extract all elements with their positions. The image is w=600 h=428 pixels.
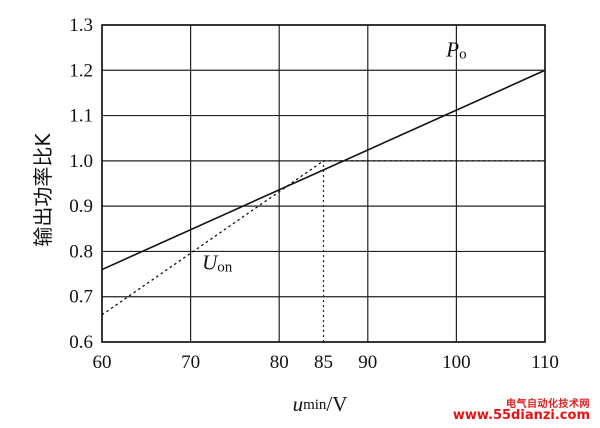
y-tick-labels: 0.6 0.7 0.8 0.9 1.0 1.1 1.2 1.3 [69,15,93,353]
series-label-main: U [202,251,219,275]
x-tick-label: 70 [181,352,200,373]
x-axis-label: umin/V [293,392,348,416]
watermark-url: www.55dianzi.com [452,408,590,423]
series-line-uon [101,160,545,316]
x-axis-label-main: u [293,392,304,416]
watermark-site-name: 电气自动化技术网 [506,399,590,410]
x-axis-label-unit: /V [326,392,347,416]
series-lines: Po Uon [101,38,546,316]
x-tick-label: 90 [358,352,377,373]
y-tick-label: 0.9 [69,196,93,217]
y-tick-label: 0.8 [69,241,93,262]
x-tick-label: 80 [270,352,289,373]
series-label-po: Po [445,38,466,63]
x-tick-labels: 60 70 80 85 90 100 110 [93,352,559,373]
series-label-main: P [445,38,459,62]
plot-frame [101,24,546,343]
series-label-sub: o [459,47,467,63]
x-axis-label-sub: min [303,397,327,413]
y-tick-label: 1.0 [69,151,93,172]
series-label-uon: Uon [202,251,233,276]
x-tick-label: 60 [93,352,112,373]
y-tick-label: 1.2 [69,60,93,81]
x-tick-label: 85 [314,352,333,373]
y-tick-label: 0.6 [69,332,93,353]
series-line-po [101,69,546,271]
y-tick-label: 0.7 [69,287,93,308]
y-tick-label: 1.1 [69,106,93,127]
y-axis-label: 输出功率比K [31,133,55,247]
y-tick-label: 1.3 [69,15,93,36]
grid-lines [101,24,546,343]
x-tick-label: 100 [442,352,471,373]
x-tick-label: 110 [531,352,559,373]
series-label-sub: on [217,260,233,276]
